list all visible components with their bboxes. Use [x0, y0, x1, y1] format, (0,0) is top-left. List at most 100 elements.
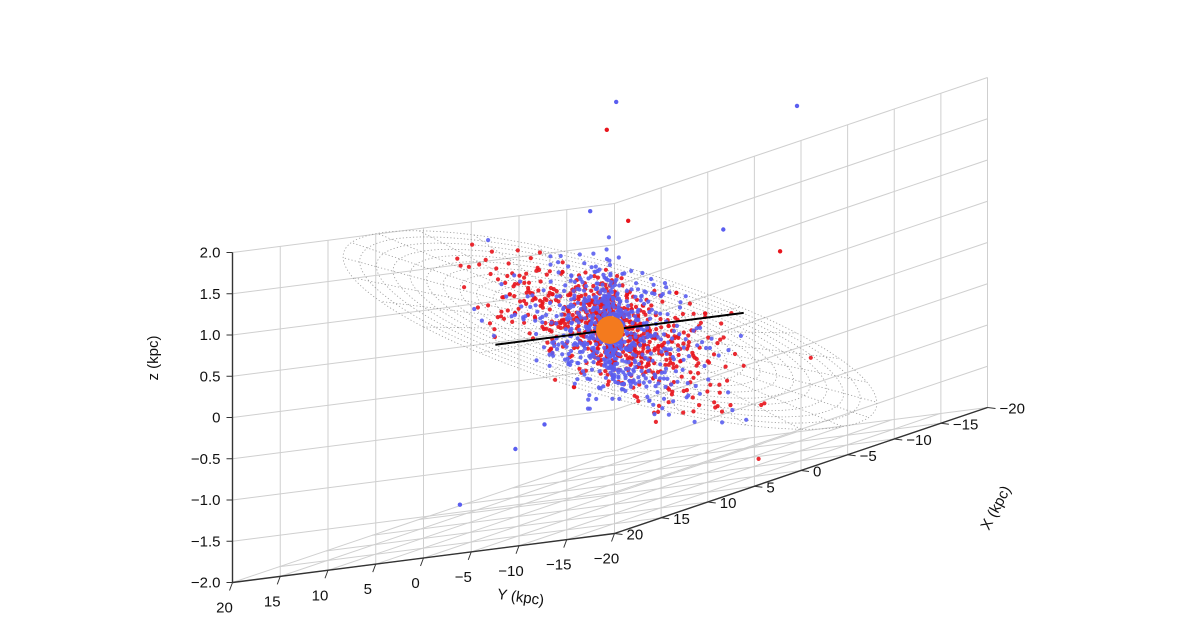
z-tick-label: −0.5 — [191, 451, 221, 468]
scatter-point — [548, 279, 553, 284]
scatter-point — [566, 264, 571, 269]
scatter-point — [547, 269, 552, 274]
scatter-point — [666, 412, 672, 417]
scatter-point — [653, 419, 659, 424]
scatter-point — [674, 323, 680, 328]
scatter-point — [653, 331, 658, 336]
scatter-point — [548, 300, 553, 305]
z-tick-label: 2.0 — [200, 245, 221, 262]
scatter-point — [593, 269, 598, 274]
scatter-point — [563, 283, 568, 288]
scatter-point — [587, 313, 592, 318]
scatter-point — [641, 339, 647, 344]
scatter-point — [640, 270, 645, 276]
scatter-point — [524, 301, 529, 306]
y-tick-label: −15 — [546, 557, 571, 574]
scatter-point — [582, 288, 587, 293]
scatter-point — [633, 304, 639, 309]
z-tick-label: 0 — [212, 410, 220, 427]
scatter-point — [575, 286, 580, 291]
scatter-point — [577, 252, 582, 257]
scatter-point — [685, 381, 690, 386]
scatter-point — [557, 303, 562, 308]
y-tick-label: 0 — [411, 575, 419, 592]
scatter-point — [690, 395, 695, 400]
scatter-point — [540, 320, 545, 325]
back-wall-gridline — [614, 159, 988, 287]
scatter-point — [537, 250, 543, 255]
scatter-point — [598, 386, 603, 391]
scatter-point — [607, 262, 613, 268]
scatter-point — [674, 364, 679, 369]
scatter-point — [570, 312, 575, 318]
scatter-point — [686, 354, 692, 359]
scatter-point — [621, 382, 626, 387]
scatter-point — [505, 308, 510, 313]
scatter-point — [658, 337, 664, 342]
scatter-point — [554, 314, 559, 319]
scatter-point — [726, 390, 731, 395]
scatter-point — [633, 360, 638, 365]
scatter-point — [631, 367, 636, 372]
scatter-point — [550, 340, 555, 345]
scatter-point — [606, 235, 612, 240]
scatter-point — [560, 260, 565, 265]
mesh-spoke — [617, 331, 868, 383]
y-tick-label: 5 — [364, 581, 372, 598]
scatter-point — [541, 345, 547, 350]
scatter-point — [723, 364, 728, 369]
scatter-point — [541, 288, 546, 293]
scatter-point — [491, 333, 496, 338]
scatter-point — [455, 256, 460, 261]
scatter-point — [633, 294, 638, 299]
back-wall-gridline — [614, 324, 988, 452]
scatter-point — [620, 358, 625, 363]
scatter-point — [590, 346, 595, 351]
scatter-point — [606, 366, 611, 371]
scatter-point — [604, 247, 609, 252]
scatter-point — [681, 357, 686, 362]
scatter-point — [653, 384, 658, 389]
scatter-point — [537, 267, 542, 273]
scatter-point — [565, 316, 570, 321]
scatter-point — [626, 303, 631, 308]
scatter-point — [617, 352, 622, 357]
scatter-point — [542, 296, 547, 301]
scatter-point — [604, 301, 609, 306]
scatter-point — [553, 377, 558, 382]
y-tick-mark — [611, 533, 615, 542]
scatter-point — [528, 304, 533, 309]
side-wall-gridline — [232, 244, 615, 295]
x-tick-label: −10 — [906, 432, 931, 449]
scatter-point — [525, 294, 530, 299]
scatter-point — [738, 333, 744, 338]
scatter-point — [700, 340, 705, 345]
scatter-point — [624, 347, 629, 352]
scatter-point — [658, 317, 663, 322]
x-tick-mark — [987, 407, 996, 409]
scatter-point — [530, 293, 535, 298]
scatter-point — [466, 264, 471, 269]
scatter-point — [636, 350, 642, 355]
scatter-point — [527, 331, 532, 336]
scatter-point — [661, 332, 667, 337]
scatter-point — [645, 349, 650, 354]
floor-gridline — [418, 470, 802, 520]
scatter-point — [624, 299, 629, 304]
scatter-point — [647, 339, 652, 344]
scatter-point — [587, 324, 592, 329]
scatter-point — [494, 266, 499, 271]
scatter-point — [704, 345, 709, 351]
scatter-point — [607, 307, 612, 312]
scatter-point — [621, 314, 627, 319]
scatter-point — [681, 388, 686, 394]
tick-labels: 2.0 1.5 1.0 0.5 0 −0.5 −1.0 −1.5 −2.0 20 15 10 5 0 −5 −… — [191, 245, 1025, 617]
scatter-point — [625, 292, 630, 297]
scatter-point — [652, 348, 657, 353]
scatter-point — [741, 363, 746, 368]
scatter-point — [693, 383, 698, 389]
scatter-point — [583, 270, 588, 275]
scatter-point — [684, 395, 689, 400]
scatter-point — [626, 218, 631, 223]
scatter-point — [582, 316, 587, 321]
